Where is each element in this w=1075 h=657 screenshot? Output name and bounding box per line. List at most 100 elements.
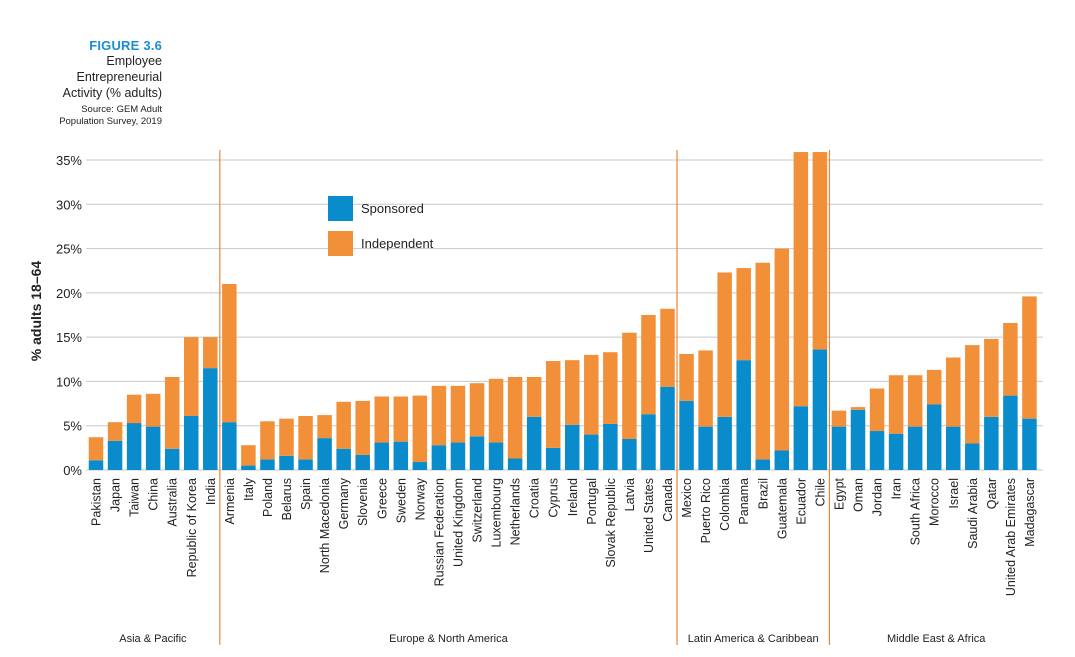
bar-independent [946, 357, 961, 427]
bar-sponsored [869, 431, 885, 470]
bar-sponsored [812, 349, 828, 470]
bar-sponsored [1003, 395, 1018, 470]
y-tick-label: 35% [56, 153, 82, 168]
bar-sponsored [717, 416, 732, 470]
x-tick-label: Greece [375, 478, 389, 519]
bar-independent [698, 350, 713, 427]
bar-sponsored [641, 414, 656, 470]
bar-independent [965, 345, 980, 444]
bar-independent [88, 437, 104, 461]
y-tick-label: 10% [56, 374, 82, 389]
x-tick-label: Japan [109, 478, 123, 512]
x-tick-label: Qatar [985, 478, 999, 509]
x-tick-label: Morocco [928, 478, 942, 526]
bar-independent [260, 421, 275, 460]
bar-independent [1022, 296, 1037, 419]
x-tick-label: Pakistan [90, 478, 104, 526]
x-tick-label: Oman [852, 478, 866, 512]
bar-sponsored [679, 400, 694, 470]
bar-sponsored [412, 462, 428, 470]
bar-sponsored [222, 422, 237, 470]
bar-independent [850, 407, 866, 410]
bar-sponsored [393, 441, 409, 470]
x-tick-label: Panama [737, 478, 751, 525]
bar-sponsored [774, 450, 790, 470]
bar-sponsored [241, 465, 256, 470]
y-axis-label: % adults 18–64 [28, 261, 44, 362]
bar-independent [545, 361, 561, 448]
figure-source: Source: GEM Adult Population Survey, 201… [59, 104, 162, 127]
bar-independent [164, 377, 180, 449]
bar-sponsored [88, 460, 104, 470]
bar-sponsored [1022, 418, 1037, 470]
y-tick-label: 25% [56, 242, 82, 257]
bar-sponsored [850, 409, 866, 470]
bar-sponsored [488, 442, 504, 470]
region-label: Middle East & Africa [887, 633, 986, 645]
bar-sponsored [831, 426, 847, 470]
x-tick-label: Belarus [280, 478, 294, 520]
y-tick-label: 20% [56, 286, 82, 301]
bar-independent [584, 354, 599, 435]
bar-independent [603, 352, 618, 424]
bar-sponsored [374, 442, 389, 470]
bar-sponsored [450, 442, 466, 470]
bar-sponsored [164, 448, 180, 470]
bar-independent [526, 377, 542, 417]
x-tick-label: Slovak Republic [604, 478, 618, 568]
bar-independent [317, 415, 332, 439]
x-tick-label: Portugal [585, 478, 599, 525]
bar-independent [241, 445, 256, 466]
x-tick-label: Ecuador [794, 478, 808, 525]
bar-sponsored [946, 426, 961, 470]
bar-independent [488, 378, 504, 443]
x-tick-label: Colombia [718, 478, 732, 531]
region-label: Asia & Pacific [119, 633, 187, 645]
bar-independent [622, 332, 637, 439]
bar-sponsored [755, 459, 770, 470]
x-tick-label: Canada [661, 478, 675, 522]
bar-independent [355, 400, 370, 455]
bar-independent [507, 377, 523, 459]
bar-independent [298, 415, 313, 460]
bar-independent [984, 338, 999, 417]
bar-independent [660, 308, 675, 387]
bar-independent [926, 369, 942, 405]
bar-sponsored [260, 459, 275, 470]
bar-sponsored [603, 423, 618, 470]
bar-sponsored [736, 360, 751, 470]
bar-sponsored [622, 439, 637, 470]
bar-sponsored [907, 426, 923, 470]
bar-independent [412, 395, 428, 463]
x-tick-label: Latvia [623, 478, 637, 511]
x-tick-label: Taiwan [128, 478, 142, 517]
bar-sponsored [926, 404, 942, 470]
bar-sponsored [107, 440, 123, 470]
bar-sponsored [526, 416, 542, 470]
bar-sponsored [660, 386, 675, 470]
bar-independent [107, 422, 123, 441]
x-tick-label: Germany [337, 477, 351, 529]
x-tick-label: Spain [299, 478, 313, 510]
bar-sponsored [126, 423, 142, 470]
bar-independent [1003, 322, 1018, 396]
bar-independent [907, 375, 923, 427]
bar-independent [145, 393, 161, 427]
x-tick-label: India [204, 478, 218, 505]
y-tick-label: 30% [56, 197, 82, 212]
bar-independent [184, 337, 199, 416]
x-tick-label: Israel [947, 478, 961, 509]
bar-independent [717, 272, 732, 417]
x-tick-label: Brazil [756, 478, 770, 509]
bar-independent [679, 353, 694, 401]
bar-independent [450, 385, 466, 443]
bar-independent [869, 388, 885, 432]
bar-independent [203, 337, 218, 369]
x-tick-label: United Kingdom [451, 478, 465, 567]
x-tick-label: Cyprus [547, 478, 561, 518]
bar-independent [222, 284, 237, 423]
bar-independent [774, 248, 790, 451]
x-tick-label: Netherlands [509, 478, 523, 545]
legend-label-sponsored: Sponsored [361, 201, 424, 216]
bar-sponsored [298, 459, 313, 470]
